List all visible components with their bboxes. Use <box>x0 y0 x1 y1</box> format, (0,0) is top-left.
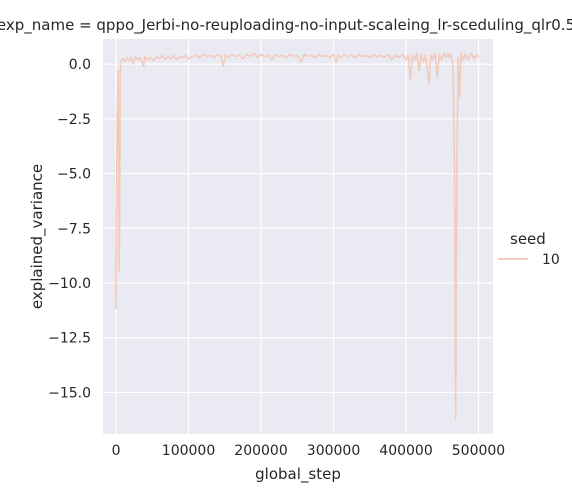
y-tick-label: −5.0 <box>57 167 91 183</box>
y-tick-labels: 0.0 −2.5 −5.0 −7.5 −10.0 −12.5 −15.0 <box>48 57 91 401</box>
y-tick-label: −15.0 <box>48 385 91 401</box>
x-tick-label: 300000 <box>307 443 360 459</box>
x-tick-label: 0 <box>112 443 121 459</box>
y-tick-label: −7.5 <box>57 221 91 237</box>
y-axis-label: explained_variance <box>28 164 47 309</box>
x-axis-label: global_step <box>255 465 341 484</box>
legend-title: seed <box>510 230 546 248</box>
legend-entry-label: 10 <box>542 252 560 268</box>
x-tick-label: 100000 <box>162 443 215 459</box>
series-layer <box>115 52 480 420</box>
x-tick-label: 200000 <box>234 443 287 459</box>
x-tick-label: 400000 <box>379 443 432 459</box>
y-tick-label: −12.5 <box>48 331 91 347</box>
grid <box>103 39 493 434</box>
y-tick-label: −2.5 <box>57 112 91 128</box>
series-line-10 <box>115 52 480 420</box>
x-tick-label: 500000 <box>452 443 505 459</box>
chart-title: exp_name = qppo_Jerbi-no-reuploading-no-… <box>0 16 572 35</box>
plot-area <box>103 39 493 434</box>
x-tick-labels: 0 100000 200000 300000 400000 500000 <box>112 443 506 459</box>
y-tick-label: −10.0 <box>48 276 91 292</box>
y-tick-label: 0.0 <box>69 57 91 73</box>
legend: seed 10 <box>498 230 560 268</box>
